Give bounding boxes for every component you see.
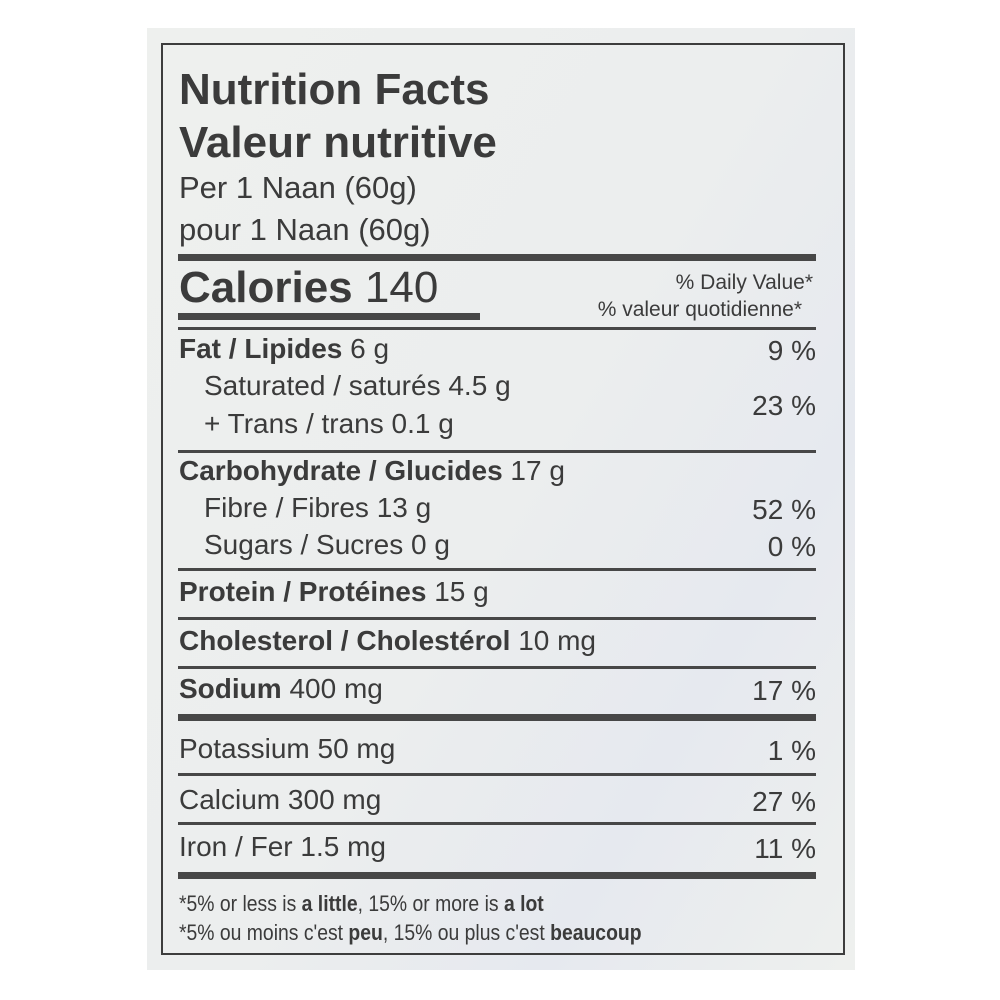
nutrient-row-cholesterol: Cholesterol / Cholestérol 10 mg (179, 627, 596, 655)
divider-thick (178, 872, 816, 879)
nutrient-row-potassium: Potassium 50 mg (179, 735, 395, 763)
dv-sodium: 17 % (752, 675, 816, 706)
dv-saturated-trans: 23 % (752, 390, 816, 421)
calories-label: Calories (179, 263, 353, 312)
footnote-text: *5% ou moins c'est (179, 920, 349, 945)
nutrient-row-calcium: Calcium 300 mg (179, 786, 381, 814)
nutrient-name: Potassium (179, 733, 310, 764)
nutrient-amount: 17 g (510, 455, 565, 486)
footnote-fr: *5% ou moins c'est peu, 15% ou plus c'es… (179, 922, 642, 944)
nutrient-row-fat: Fat / Lipides 6 g (179, 335, 389, 363)
divider (178, 773, 816, 776)
divider (178, 666, 816, 669)
title-fr: Valeur nutritive (179, 118, 497, 167)
divider (178, 568, 816, 571)
nutrient-name: Iron / Fer (179, 831, 293, 862)
label-card (147, 28, 855, 970)
nutrient-amount: 0.1 g (391, 408, 454, 439)
nutrient-name: Calcium (179, 784, 281, 815)
footnote-text: *5% or less is (179, 891, 302, 916)
nutrient-name: Protein / Protéines (179, 576, 427, 607)
nutrient-amount: 4.5 g (448, 370, 511, 401)
nutrient-name: Carbohydrate / Glucides (179, 455, 503, 486)
nutrient-row-sodium: Sodium 400 mg (179, 675, 383, 703)
nutrient-row-iron: Iron / Fer 1.5 mg (179, 833, 386, 861)
nutrient-row-carbohydrate: Carbohydrate / Glucides 17 g (179, 457, 565, 485)
nutrient-amount: 50 mg (317, 733, 396, 764)
nutrient-amount: 6 g (350, 333, 390, 364)
dv-header-en: % Daily Value* (675, 271, 813, 294)
divider (178, 327, 816, 330)
dv-fibre: 52 % (752, 494, 816, 525)
divider (178, 617, 816, 620)
divider-thick (178, 714, 816, 721)
footnote-text: , 15% or more is (357, 891, 504, 916)
serving-en: Per 1 Naan (60g) (179, 170, 417, 205)
nutrient-row-sugars: Sugars / Sucres 0 g (204, 531, 450, 559)
calories-underline (178, 313, 480, 320)
divider-thick (178, 254, 816, 261)
nutrient-name: Saturated / saturés (204, 370, 441, 401)
nutrient-amount: 0 g (410, 529, 450, 560)
nutrient-amount: 10 mg (518, 625, 597, 656)
footnote-text: , 15% ou plus c'est (382, 920, 551, 945)
dv-fat: 9 % (767, 335, 816, 366)
divider (178, 822, 816, 825)
footnote-bold: a little (301, 891, 358, 916)
nutrient-row-fibre: Fibre / Fibres 13 g (204, 494, 431, 522)
nutrient-name: Sodium (179, 673, 282, 704)
footnote-bold: beaucoup (550, 920, 642, 945)
footnote-bold: a lot (503, 891, 544, 916)
dv-calcium: 27 % (752, 786, 816, 817)
nutrient-amount: 300 mg (287, 784, 382, 815)
nutrient-name: Fat / Lipides (179, 333, 343, 364)
footnote-bold: peu (348, 920, 383, 945)
divider (178, 450, 816, 453)
footnote-en: *5% or less is a little, 15% or more is … (179, 893, 544, 915)
nutrition-facts-border (161, 43, 845, 955)
nutrient-amount: 1.5 mg (300, 831, 386, 862)
dv-iron: 11 % (754, 833, 816, 864)
dv-sugars: 0 % (767, 531, 816, 562)
nutrient-row-protein: Protein / Protéines 15 g (179, 578, 489, 606)
nutrient-row-trans: + Trans / trans 0.1 g (204, 410, 454, 438)
nutrient-name: Sugars / Sucres (204, 529, 404, 560)
serving-fr: pour 1 Naan (60g) (179, 212, 431, 247)
dv-header-fr: % valeur quotidienne* (597, 298, 802, 321)
dv-potassium: 1 % (767, 735, 816, 766)
nutrient-amount: 400 mg (289, 673, 383, 704)
nutrient-amount: 13 g (376, 492, 432, 523)
calories-value: 140 (364, 263, 439, 312)
nutrient-row-saturated: Saturated / saturés 4.5 g (204, 372, 511, 400)
calories-row: Calories 140 (179, 266, 438, 310)
nutrient-name: + Trans / trans (204, 408, 384, 439)
nutrient-name: Fibre / Fibres (204, 492, 369, 523)
title-en: Nutrition Facts (179, 65, 490, 114)
nutrient-name: Cholesterol / Cholestérol (179, 625, 511, 656)
nutrient-amount: 15 g (434, 576, 489, 607)
